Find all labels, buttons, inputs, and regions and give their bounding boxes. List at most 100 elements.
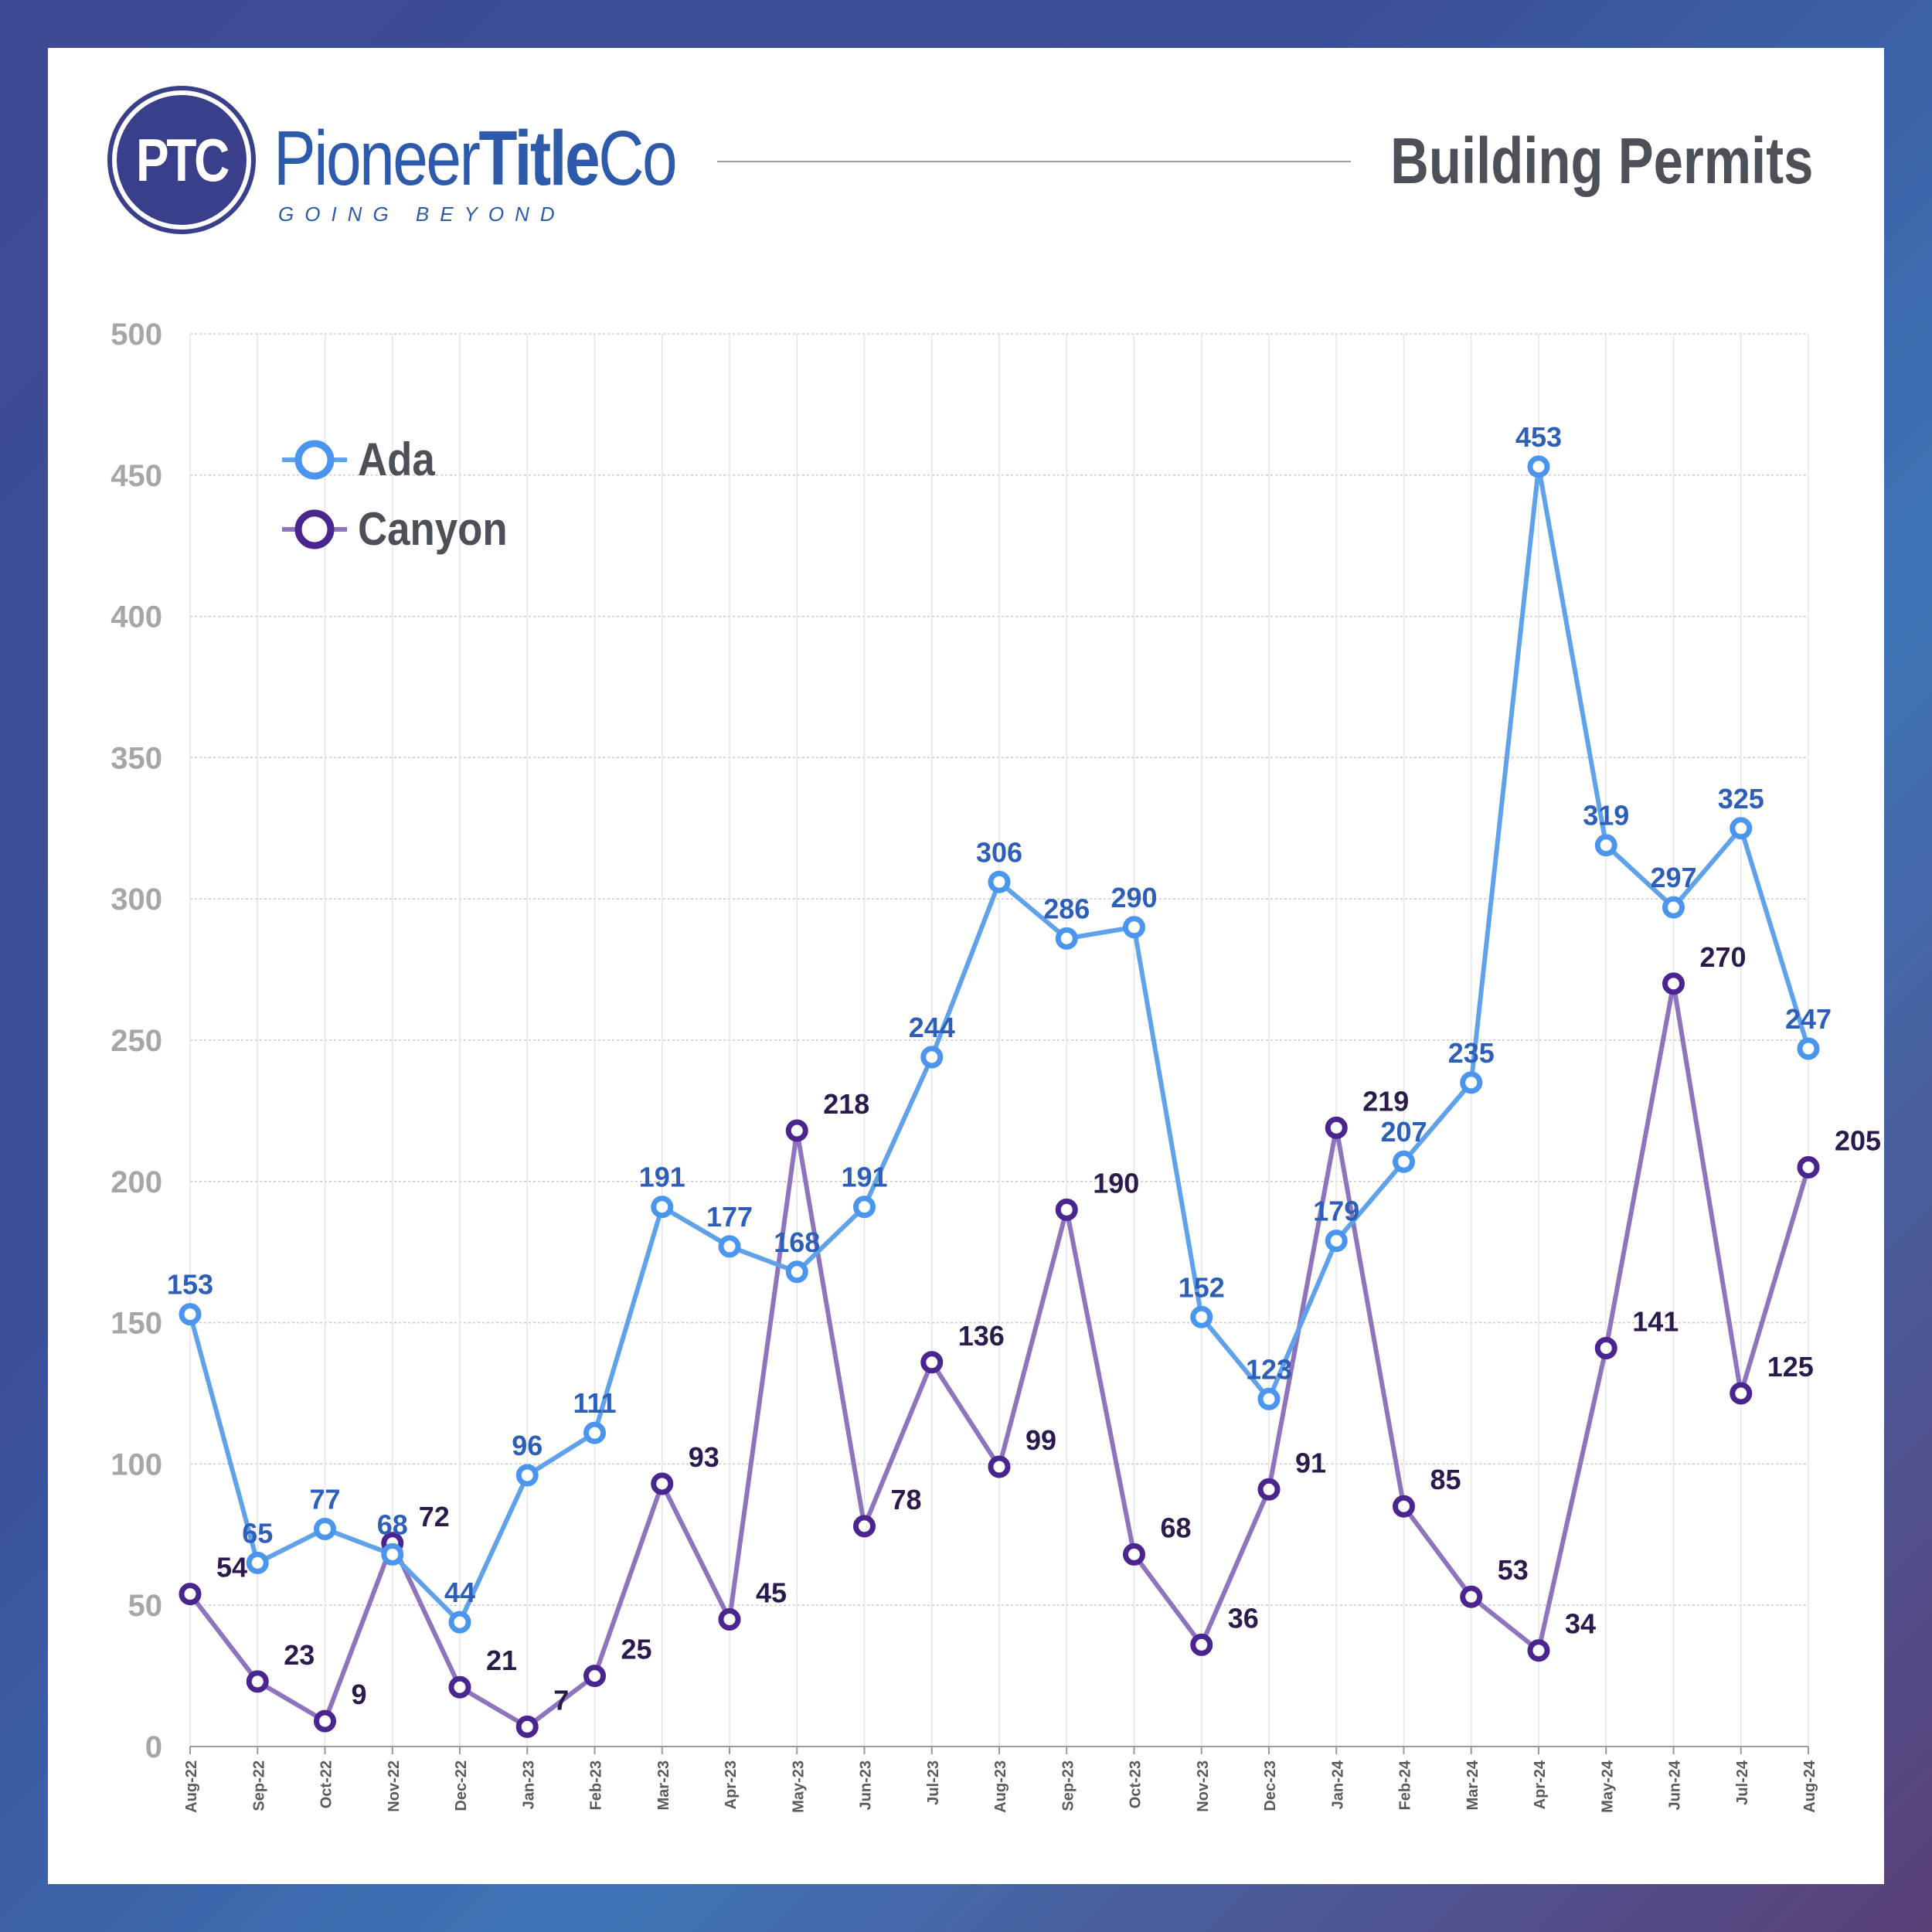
logo-mark-text: PTC: [135, 125, 230, 194]
canyon-point: [583, 1665, 606, 1688]
y-tick-label: 0: [145, 1730, 162, 1764]
canyon-data-label: 23: [284, 1639, 315, 1671]
ada-point: [246, 1551, 269, 1574]
ada-data-label: 77: [309, 1483, 340, 1515]
ada-point: [381, 1543, 404, 1566]
ada-point: [718, 1235, 741, 1258]
canyon-data-label: 68: [1161, 1512, 1192, 1543]
legend-item-canyon: Canyon: [282, 502, 528, 556]
canyon-point: [246, 1670, 269, 1693]
ada-point: [179, 1303, 202, 1326]
canyon-point: [1730, 1382, 1753, 1405]
x-tick-label: Jan-23: [520, 1760, 537, 1809]
canyon-data-label: 7: [553, 1684, 569, 1716]
x-tick-label: Apr-24: [1532, 1760, 1549, 1809]
x-tick-label: Jul-24: [1734, 1760, 1751, 1805]
x-tick-label: Nov-23: [1195, 1760, 1212, 1812]
ada-data-label: 179: [1313, 1196, 1359, 1227]
ada-data-label: 247: [1785, 1003, 1832, 1035]
canyon-data-label: 219: [1362, 1085, 1409, 1117]
x-tick-label: Nov-22: [386, 1760, 403, 1812]
canyon-point: [1257, 1478, 1281, 1501]
canyon-point: [1325, 1116, 1348, 1139]
x-tick-label: Aug-23: [992, 1760, 1009, 1813]
ada-data-label: 286: [1043, 893, 1090, 924]
ada-point: [1460, 1071, 1483, 1094]
ada-data-label: 325: [1718, 783, 1764, 815]
canyon-data-label: 53: [1498, 1554, 1529, 1586]
series-layer: [179, 455, 1820, 1738]
legend-ada-icon: [282, 440, 347, 479]
canyon-data-label: 99: [1026, 1424, 1056, 1456]
canyon-point: [1797, 1156, 1820, 1179]
ada-point: [1257, 1387, 1281, 1410]
ada-data-label: 297: [1650, 862, 1696, 893]
x-tick-label: Mar-23: [655, 1760, 672, 1810]
ada-point: [988, 870, 1011, 893]
ada-data-label: 153: [167, 1269, 213, 1301]
ada-point: [1662, 896, 1685, 919]
canyon-data-label: 205: [1835, 1125, 1881, 1157]
canyon-point: [448, 1675, 471, 1699]
canyon-data-label: 72: [419, 1501, 450, 1532]
ada-data-label: 207: [1380, 1116, 1427, 1148]
canyon-point: [1393, 1495, 1415, 1518]
logo-word-part-1: Pioneer: [274, 115, 481, 202]
ada-point: [448, 1611, 471, 1634]
y-tick-label: 100: [111, 1447, 162, 1481]
canyon-point: [651, 1472, 674, 1495]
logo-wordmark: PioneerTitleCo: [274, 114, 678, 203]
y-tick-label: 250: [111, 1024, 162, 1058]
canyon-data-label: 141: [1632, 1306, 1679, 1338]
canyon-point: [1527, 1639, 1550, 1662]
data-labels: 153 65 77 68 44 96 111 191 177 168 191 244 306 286 290…: [167, 421, 1881, 1716]
x-tick-label: May-23: [790, 1760, 807, 1813]
canyon-point: [1594, 1337, 1617, 1360]
canyon-data-label: 36: [1228, 1602, 1259, 1634]
ada-point: [1797, 1037, 1820, 1060]
ada-point: [1527, 455, 1550, 478]
y-tick-label: 500: [111, 318, 162, 352]
ada-data-label: 191: [639, 1162, 685, 1193]
canyon-point: [179, 1583, 202, 1606]
canyon-data-label: 45: [756, 1577, 787, 1608]
canyon-point: [314, 1709, 336, 1733]
canyon-data-label: 54: [216, 1552, 247, 1583]
ada-point: [1730, 817, 1753, 840]
canyon-data-label: 125: [1767, 1351, 1814, 1383]
ada-data-label: 68: [377, 1509, 408, 1540]
canyon-data-label: 136: [958, 1320, 1005, 1352]
ada-point: [1055, 927, 1078, 950]
canyon-point: [1460, 1585, 1483, 1608]
x-tick-label: Feb-24: [1397, 1760, 1414, 1810]
x-tick-label: Aug-24: [1801, 1760, 1818, 1813]
canyon-data-label: 25: [621, 1634, 652, 1665]
canyon-data-label: 270: [1700, 941, 1747, 973]
legend-item-ada: Ada: [282, 433, 445, 486]
canyon-point: [1662, 972, 1685, 995]
ada-data-label: 44: [444, 1577, 475, 1608]
canyon-data-label: 21: [486, 1645, 517, 1676]
page-title: Building Permits: [1389, 124, 1813, 197]
ada-data-label: 191: [841, 1162, 887, 1193]
canyon-data-label: 9: [352, 1679, 367, 1710]
y-tick-label: 50: [128, 1589, 163, 1623]
canyon-data-label: 34: [1565, 1608, 1596, 1640]
ada-point: [1594, 834, 1617, 857]
ada-data-label: 168: [774, 1226, 820, 1258]
ada-point: [1190, 1305, 1213, 1328]
y-tick-label: 350: [111, 741, 162, 775]
ada-data-label: 306: [976, 836, 1022, 868]
ada-data-label: 123: [1246, 1353, 1292, 1385]
ada-point: [920, 1046, 944, 1069]
x-axis: Aug-22 Sep-22 Oct-22 Nov-22 Dec-22 Jan-23 Feb-…: [183, 1746, 1818, 1813]
ada-data-label: 244: [909, 1012, 955, 1043]
canyon-point: [1190, 1633, 1213, 1656]
canyon-point: [920, 1351, 944, 1374]
ada-point: [314, 1517, 336, 1540]
canyon-data-label: 93: [689, 1441, 719, 1473]
header-divider: [717, 161, 1351, 162]
ada-point: [515, 1464, 539, 1487]
y-tick-label: 200: [111, 1165, 162, 1199]
canyon-data-label: 218: [823, 1088, 869, 1120]
